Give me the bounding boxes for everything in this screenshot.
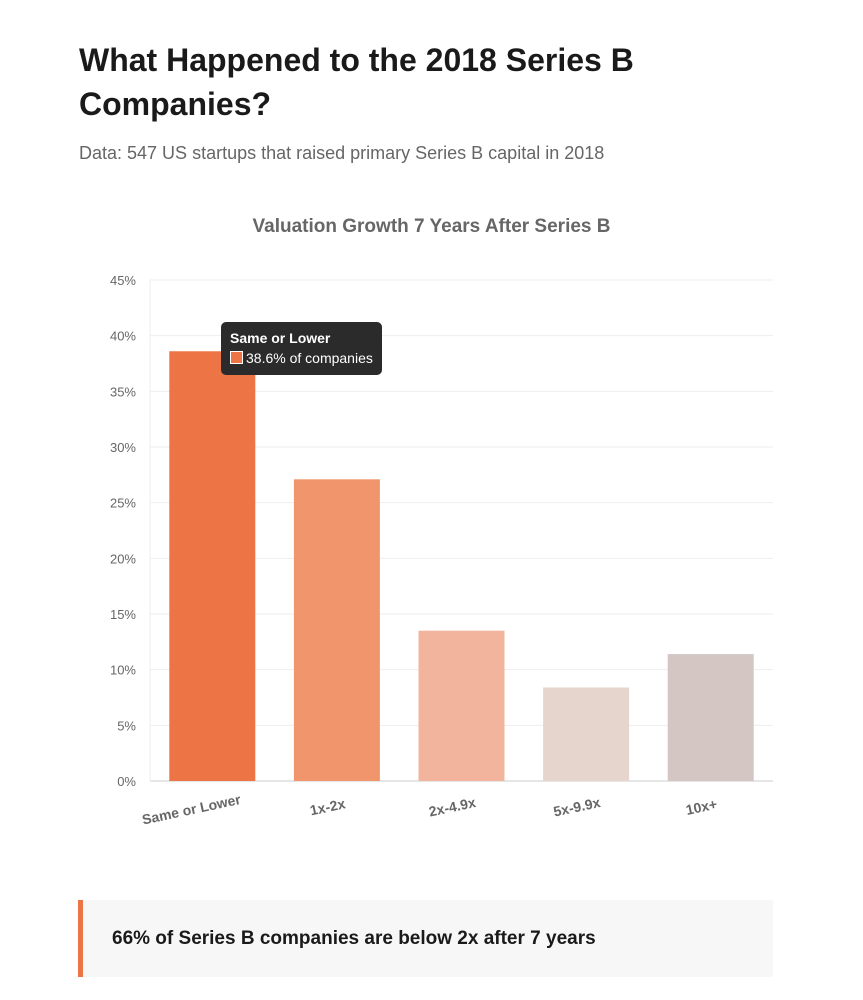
callout-text: 66% of Series B companies are below 2x a…: [112, 927, 596, 949]
chart-title: Valuation Growth 7 Years After Series B: [252, 216, 611, 237]
tooltip-value: 38.6% of companies: [246, 350, 373, 366]
bar[interactable]: [543, 687, 630, 781]
y-tick-label: 15%: [110, 607, 136, 622]
x-tick-label: 1x-2x: [308, 795, 347, 818]
subtitle: Data: 547 US startups that raised primar…: [79, 143, 605, 163]
y-tick-label: 45%: [110, 273, 136, 288]
y-tick-label: 25%: [110, 496, 136, 511]
tooltip-swatch: [230, 351, 243, 364]
bar[interactable]: [418, 630, 505, 781]
y-tick-label: 20%: [110, 551, 136, 566]
y-tick-label: 5%: [117, 718, 136, 733]
x-tick-label: Same or Lower: [141, 791, 243, 828]
y-tick-label: 10%: [110, 663, 136, 678]
y-tick-label: 30%: [110, 440, 136, 455]
y-tick-label: 0%: [117, 774, 136, 789]
callout: 66% of Series B companies are below 2x a…: [78, 900, 773, 977]
y-tick-label: 40%: [110, 329, 136, 344]
tooltip: Same or Lower 38.6% of companies: [221, 322, 382, 375]
bar[interactable]: [293, 479, 380, 781]
bar[interactable]: [169, 351, 256, 781]
page-title: What Happened to the 2018 Series B Compa…: [79, 42, 634, 122]
bar-chart: 0% 5% 10% 15% 20% 25% 30% 35% 40% 45% Same or Lowe…: [110, 273, 773, 828]
bar[interactable]: [667, 654, 754, 781]
x-tick-label: 2x-4.9x: [427, 794, 477, 820]
x-tick-label: 10x+: [684, 796, 718, 818]
x-tick-label: 5x-9.9x: [552, 794, 602, 820]
tooltip-title: Same or Lower: [230, 330, 331, 346]
y-tick-label: 35%: [110, 384, 136, 399]
